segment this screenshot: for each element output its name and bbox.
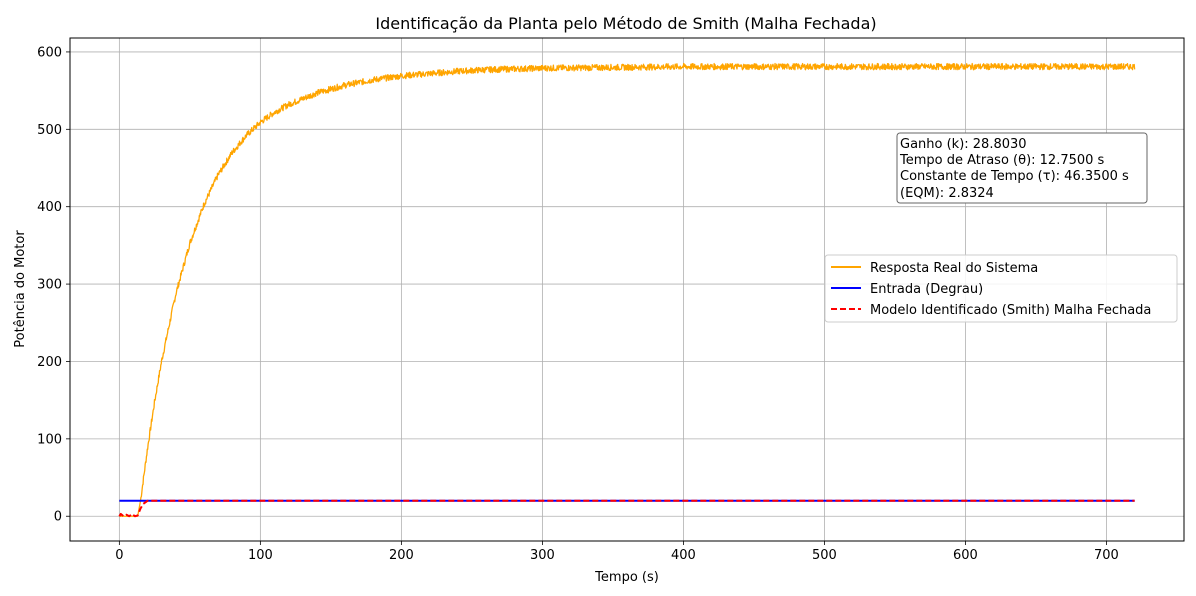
y-tick-label: 200 xyxy=(37,355,62,370)
y-tick-label: 100 xyxy=(37,432,62,447)
y-tick-label: 600 xyxy=(37,45,62,60)
axis-ticks: 0 100 200 300 400 500 600 700 0 100 200 300 400 500 60… xyxy=(37,45,1119,563)
x-tick-label: 700 xyxy=(1094,548,1119,563)
x-tick-label: 500 xyxy=(812,548,837,563)
series-layer xyxy=(118,62,1136,518)
grid xyxy=(70,38,1184,541)
y-tick-label: 300 xyxy=(37,278,62,293)
x-tick-label: 100 xyxy=(248,548,273,563)
x-tick-label: 400 xyxy=(671,548,696,563)
parameter-annotation: Ganho (k): 28.8030 Tempo de Atraso (θ): … xyxy=(896,132,1148,204)
x-tick-label: 300 xyxy=(530,548,555,563)
chart-title: Identificação da Planta pelo Método de S… xyxy=(375,14,876,33)
y-tick-label: 400 xyxy=(37,200,62,215)
series-line-identified-model xyxy=(118,499,1135,518)
x-tick-label: 200 xyxy=(389,548,414,563)
legend-box xyxy=(824,254,1178,323)
annotation-gain: Ganho (k): 28.8030 xyxy=(900,137,1027,152)
legend-label-model: Modelo Identificado (Smith) Malha Fechad… xyxy=(870,303,1151,318)
annotation-box xyxy=(896,132,1148,204)
annotation-delay: Tempo de Atraso (θ): 12.7500 s xyxy=(899,153,1105,168)
legend-label-real: Resposta Real do Sistema xyxy=(870,261,1038,276)
y-axis-label: Potência do Motor xyxy=(13,230,28,348)
plot-frame xyxy=(69,37,1185,542)
legend: Resposta Real do Sistema Entrada (Degrau… xyxy=(824,254,1178,323)
annotation-mse: (EQM): 2.8324 xyxy=(900,186,994,201)
annotation-time-constant: Constante de Tempo (τ): 46.3500 s xyxy=(900,169,1129,184)
legend-label-input: Entrada (Degrau) xyxy=(870,282,983,297)
y-tick-label: 0 xyxy=(54,510,62,525)
y-tick-label: 500 xyxy=(37,123,62,138)
x-tick-label: 600 xyxy=(953,548,978,563)
x-axis-label: Tempo (s) xyxy=(594,570,659,585)
series-line-real-response xyxy=(119,62,1136,517)
x-tick-label: 0 xyxy=(115,548,123,563)
